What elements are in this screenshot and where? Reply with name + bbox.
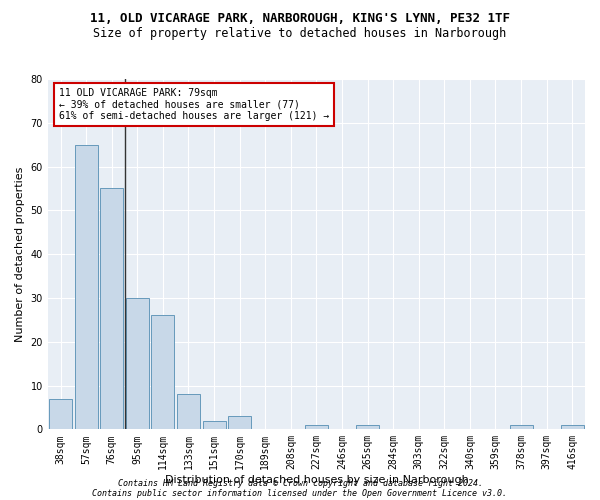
Text: 11 OLD VICARAGE PARK: 79sqm
← 39% of detached houses are smaller (77)
61% of sem: 11 OLD VICARAGE PARK: 79sqm ← 39% of det… <box>59 88 329 121</box>
Text: Contains public sector information licensed under the Open Government Licence v3: Contains public sector information licen… <box>92 488 508 498</box>
Bar <box>74 144 98 430</box>
Bar <box>126 298 149 430</box>
Y-axis label: Number of detached properties: Number of detached properties <box>15 166 25 342</box>
Text: 11, OLD VICARAGE PARK, NARBOROUGH, KING'S LYNN, PE32 1TF: 11, OLD VICARAGE PARK, NARBOROUGH, KING'… <box>90 12 510 26</box>
Bar <box>305 425 328 430</box>
Bar <box>356 425 379 430</box>
Text: Contains HM Land Registry data © Crown copyright and database right 2024.: Contains HM Land Registry data © Crown c… <box>118 478 482 488</box>
Bar <box>203 420 226 430</box>
Bar <box>177 394 200 430</box>
X-axis label: Distribution of detached houses by size in Narborough: Distribution of detached houses by size … <box>164 475 468 485</box>
Bar <box>560 425 584 430</box>
Bar <box>228 416 251 430</box>
Bar <box>100 188 123 430</box>
Bar <box>509 425 533 430</box>
Bar <box>151 316 175 430</box>
Text: Size of property relative to detached houses in Narborough: Size of property relative to detached ho… <box>94 28 506 40</box>
Bar <box>49 398 72 430</box>
